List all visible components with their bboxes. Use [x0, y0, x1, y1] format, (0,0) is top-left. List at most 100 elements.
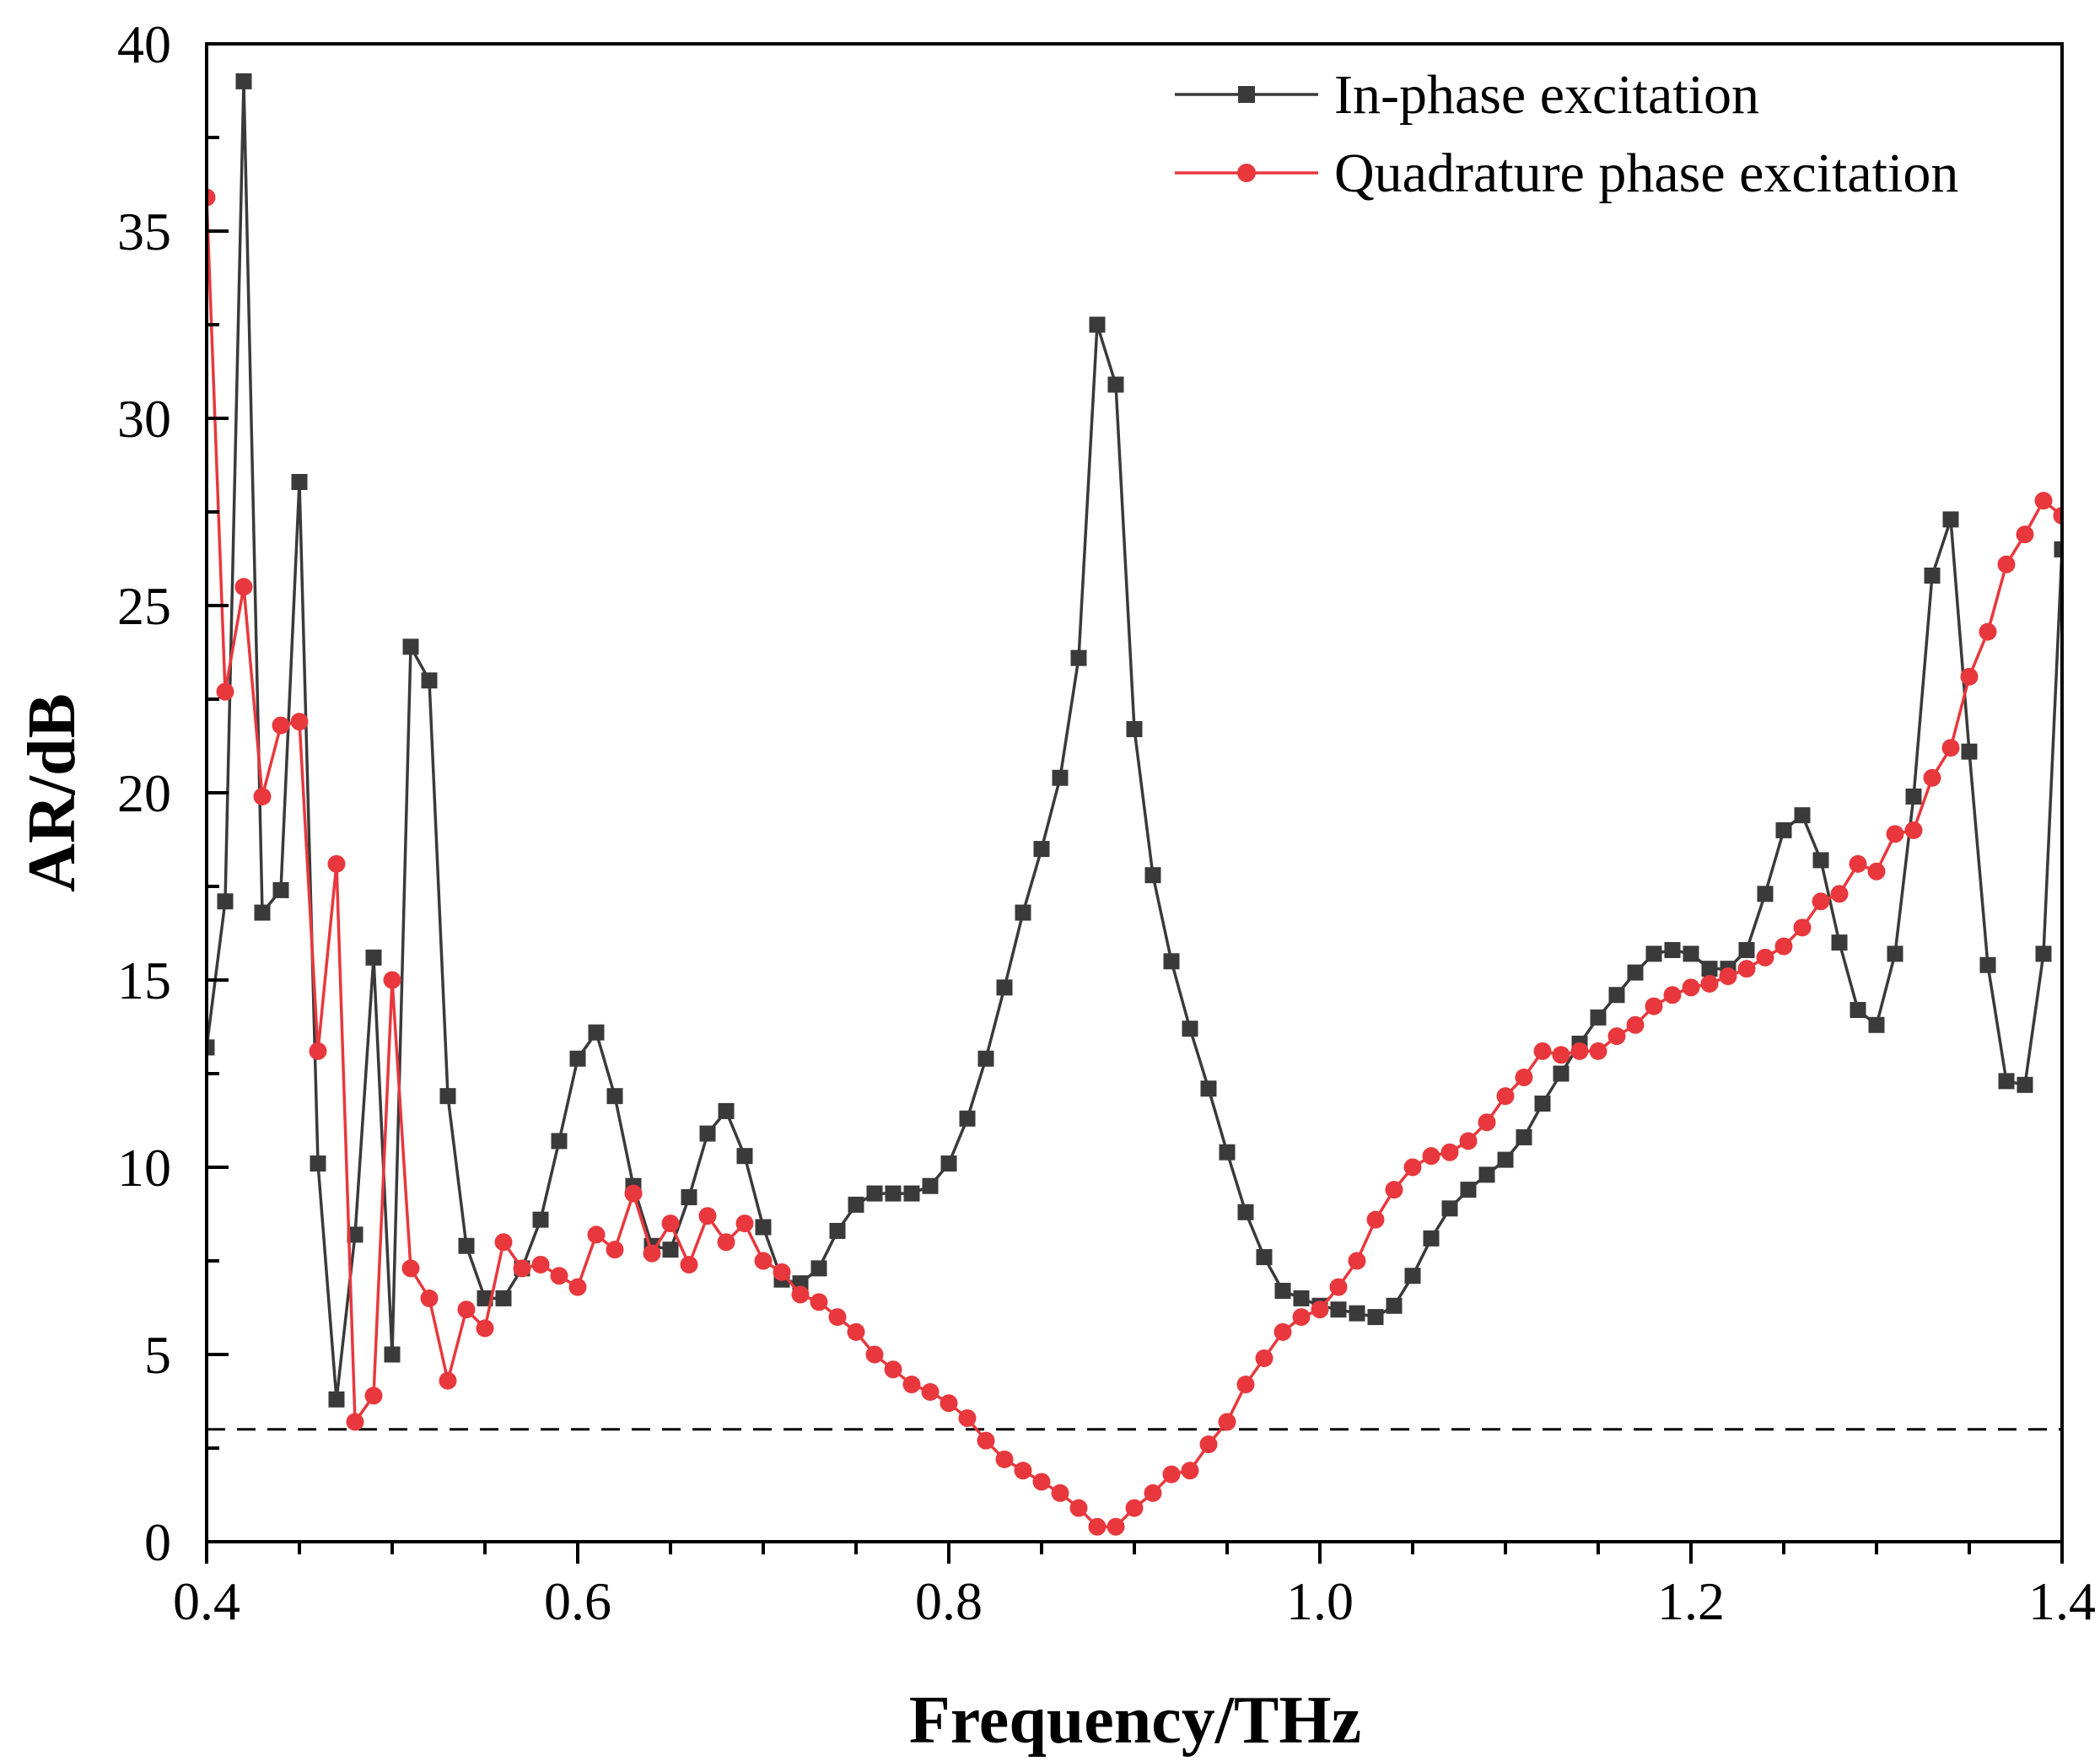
- series-2-point: [2053, 506, 2062, 525]
- y-tick-label: 35: [117, 202, 171, 261]
- plot-frame: [205, 42, 2064, 1543]
- series-2-point: [791, 1285, 810, 1304]
- series-1-point: [1942, 511, 1959, 528]
- series-2-point: [494, 1233, 513, 1252]
- series-1-point: [1237, 1204, 1254, 1220]
- series-2-point: [1125, 1499, 1144, 1517]
- series-2-point: [717, 1233, 735, 1252]
- series-1-point: [365, 949, 382, 966]
- legend-label: Quadrature phase excitation: [1334, 143, 1958, 204]
- series-1-point: [810, 1260, 827, 1277]
- y-tick-label: 25: [117, 576, 171, 636]
- series-1-point: [1905, 788, 1922, 805]
- series-1-point: [1998, 1073, 2015, 1090]
- series-1-point: [1553, 1065, 1570, 1082]
- series-1-point: [1516, 1128, 1532, 1145]
- series-1-point: [207, 1039, 215, 1056]
- series-2-point: [1941, 739, 1960, 757]
- series-1-point: [2054, 541, 2062, 557]
- series-2-point: [1329, 1278, 1348, 1296]
- series-1-point: [1330, 1301, 1347, 1318]
- series-1-point: [1757, 886, 1774, 902]
- series-2-point: [1756, 948, 1774, 967]
- series-2-point: [1107, 1517, 1125, 1536]
- series-2-point: [420, 1289, 439, 1307]
- series-2-point: [995, 1450, 1014, 1468]
- series-2-point: [1645, 997, 1663, 1015]
- legend-label: In-phase excitation: [1334, 64, 1759, 126]
- series-1-point: [866, 1185, 883, 1202]
- series-2-point: [1663, 986, 1682, 1004]
- series-1-point: [1701, 961, 1718, 977]
- series-2: [207, 188, 2062, 1536]
- series-2-point: [1236, 1376, 1255, 1394]
- series-1-point: [458, 1237, 475, 1254]
- series-2-point: [643, 1244, 661, 1263]
- series-2-point: [439, 1371, 457, 1390]
- series-1-point: [1386, 1297, 1403, 1314]
- series-2-point: [1774, 937, 1793, 956]
- y-tick-label: 15: [117, 951, 171, 1010]
- legend-circle-marker: [1237, 164, 1256, 182]
- series-1-point: [699, 1125, 716, 1142]
- series-2-point: [1607, 1027, 1626, 1046]
- series-1-point: [384, 1346, 401, 1363]
- series-2-point: [513, 1259, 531, 1278]
- series-2-point: [810, 1293, 828, 1311]
- series-2-point: [1292, 1308, 1311, 1327]
- series-2-point: [940, 1394, 958, 1413]
- series-1-point: [1608, 987, 1625, 1004]
- series-1-point: [588, 1024, 605, 1041]
- series-2-point: [1403, 1158, 1422, 1177]
- series-2-point: [865, 1345, 884, 1364]
- series-2-point: [1737, 960, 1756, 978]
- series-1-point: [1404, 1268, 1421, 1284]
- series-1-point: [1423, 1230, 1440, 1247]
- series-1-point: [402, 638, 419, 655]
- series-1-point: [1645, 945, 1662, 962]
- series-2-point: [207, 188, 216, 207]
- series-2-point: [1311, 1301, 1329, 1319]
- series-1-point: [569, 1050, 586, 1067]
- series-2-point: [1385, 1181, 1403, 1199]
- y-tick-label: 30: [117, 389, 171, 449]
- series-2-point: [364, 1387, 383, 1405]
- series-2-point: [1867, 862, 1886, 880]
- series-2-point: [847, 1322, 865, 1341]
- y-tick-label: 20: [117, 763, 171, 823]
- series-1-point: [347, 1226, 363, 1243]
- series-1-point: [1924, 567, 1941, 584]
- series-2-point: [531, 1255, 550, 1274]
- series-1-point: [940, 1155, 957, 1172]
- series-1-point: [922, 1177, 939, 1194]
- series-2-point: [1830, 885, 1849, 903]
- series-2-point: [921, 1382, 940, 1401]
- series-2-point: [624, 1184, 643, 1203]
- series-1-point: [291, 473, 308, 490]
- series-2-point: [346, 1413, 364, 1431]
- series-1-point: [551, 1133, 568, 1150]
- series-1-point: [1738, 941, 1755, 958]
- y-tick-label: 0: [144, 1512, 171, 1572]
- series-2-point: [1273, 1322, 1292, 1341]
- series-1-point: [903, 1185, 920, 1202]
- series-2-point: [1478, 1113, 1496, 1132]
- series-2-point: [2034, 492, 2053, 510]
- series-group: [207, 73, 2062, 1536]
- series-1: [207, 73, 2062, 1408]
- series-1-point: [421, 672, 438, 689]
- series-2-point: [568, 1278, 587, 1296]
- series-1-point: [272, 881, 289, 898]
- series-1-point: [1126, 721, 1143, 738]
- series-1-point: [1441, 1200, 1458, 1217]
- series-2-point: [1515, 1068, 1533, 1086]
- series-2-point: [1366, 1210, 1385, 1229]
- y-axis-title: AR/dB: [15, 693, 89, 892]
- series-2-point: [1348, 1252, 1366, 1270]
- series-1-point: [1144, 867, 1161, 884]
- series-1-point: [736, 1148, 753, 1165]
- series-1-point: [1478, 1166, 1495, 1183]
- series-1-point: [1460, 1182, 1477, 1198]
- series-1-point: [1887, 945, 1903, 962]
- series-2-point: [1032, 1473, 1051, 1491]
